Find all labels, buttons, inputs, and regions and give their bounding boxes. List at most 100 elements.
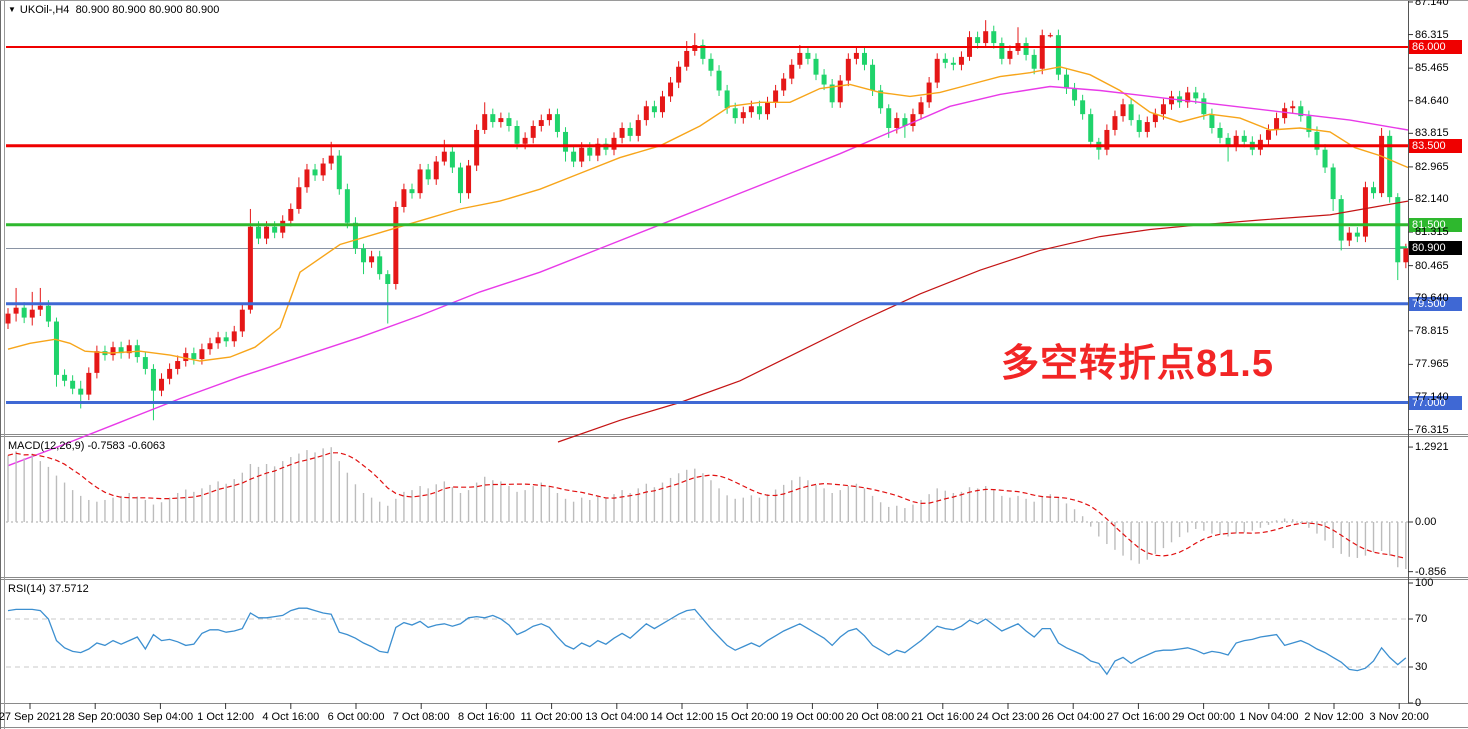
candle-body bbox=[304, 169, 310, 188]
price-tick-label: 85.465 bbox=[1415, 62, 1449, 75]
candle-body bbox=[1201, 98, 1207, 115]
date-label: 24 Oct 23:00 bbox=[976, 711, 1040, 723]
ohlc-values: 80.900 80.900 80.900 80.900 bbox=[75, 4, 220, 16]
candle-body bbox=[643, 106, 649, 121]
candle-body bbox=[668, 82, 674, 97]
candle-body bbox=[554, 114, 560, 132]
candle-body bbox=[1193, 92, 1199, 99]
candle-body bbox=[684, 50, 690, 67]
candle-body bbox=[45, 305, 51, 322]
candle-body bbox=[1088, 114, 1094, 142]
candle-body bbox=[611, 137, 617, 150]
candle-body bbox=[142, 357, 148, 369]
candle-body bbox=[1403, 248, 1409, 263]
rsi-tick-label: 100 bbox=[1415, 577, 1434, 589]
candle-body bbox=[918, 102, 924, 115]
candle-body bbox=[231, 331, 237, 342]
candle-body bbox=[708, 58, 714, 71]
candle-body bbox=[474, 129, 480, 166]
price-tick-label: 87.140 bbox=[1415, 0, 1449, 8]
candle-body bbox=[1160, 104, 1166, 115]
candle-body bbox=[1112, 116, 1118, 130]
candle-body bbox=[1039, 35, 1045, 69]
candle-body bbox=[280, 220, 286, 233]
candle-body bbox=[676, 66, 682, 83]
candle-body bbox=[126, 345, 132, 354]
symbol-dropdown-icon[interactable]: ▼ bbox=[8, 5, 16, 14]
date-label: 27 Sep 2021 bbox=[0, 711, 62, 723]
candle-body bbox=[563, 131, 569, 152]
price-tick-label: 77.140 bbox=[1415, 390, 1449, 403]
candle-body bbox=[1233, 135, 1239, 146]
date-label: 2 Nov 12:00 bbox=[1304, 711, 1364, 723]
candle-body bbox=[441, 151, 447, 162]
annotation-text[interactable]: 多空转折点81.5 bbox=[1001, 343, 1274, 385]
price-tick-label: 78.815 bbox=[1415, 324, 1449, 337]
candle-body bbox=[53, 321, 59, 375]
candle-body bbox=[361, 248, 367, 263]
rsi-tick-label: 0 bbox=[1415, 697, 1422, 709]
price-tick-label: 83.815 bbox=[1415, 127, 1449, 140]
ma-mid-magenta bbox=[7, 85, 1409, 467]
macd-panel-label: MACD(12,26,9) -0.7583 -0.6063 bbox=[8, 440, 165, 452]
candle-body bbox=[1120, 104, 1126, 117]
candle-body bbox=[1072, 88, 1078, 101]
candle-body bbox=[377, 256, 383, 275]
candle-body bbox=[21, 307, 27, 318]
candle-body bbox=[457, 167, 463, 194]
candle-body bbox=[425, 169, 431, 180]
candle-body bbox=[1023, 43, 1029, 55]
candle-body bbox=[991, 31, 997, 44]
candle-body bbox=[159, 378, 165, 391]
macd-signal-value: -0.6063 bbox=[127, 440, 166, 452]
date-label: 7 Oct 08:00 bbox=[392, 711, 450, 723]
candle-body bbox=[1314, 131, 1320, 150]
candle-body bbox=[490, 114, 496, 123]
candle-body bbox=[5, 313, 11, 324]
candle-body bbox=[821, 74, 827, 85]
candle-body bbox=[150, 368, 156, 391]
candle-body bbox=[1063, 74, 1069, 89]
macd-signal-line bbox=[7, 452, 1406, 559]
price-badge-support-79-5: 79.500 bbox=[1409, 296, 1462, 311]
candle-body bbox=[86, 372, 92, 395]
price-tick-label: 77.965 bbox=[1415, 358, 1449, 371]
candle-body bbox=[870, 64, 876, 91]
candle-body bbox=[659, 96, 665, 113]
ma-fast-orange bbox=[7, 66, 1409, 362]
candle-body bbox=[716, 70, 722, 91]
candle-body bbox=[264, 226, 270, 239]
date-label: 13 Oct 04:00 bbox=[585, 711, 649, 723]
candle-body bbox=[247, 226, 253, 310]
candle-body bbox=[272, 226, 278, 233]
candle-body bbox=[805, 52, 811, 59]
date-label: 4 Oct 16:00 bbox=[262, 711, 320, 723]
candle-body bbox=[522, 137, 528, 144]
candle-body bbox=[1346, 232, 1352, 241]
macd-label: MACD(12,26,9) bbox=[8, 440, 85, 452]
candle-body bbox=[829, 84, 835, 103]
candle-body bbox=[183, 353, 189, 362]
date-label: 1 Oct 12:00 bbox=[197, 711, 255, 723]
candle-body bbox=[1031, 54, 1037, 69]
rsi-tick-label: 30 bbox=[1415, 661, 1428, 673]
candle-body bbox=[352, 222, 358, 249]
macd-value: -0.7583 bbox=[87, 440, 125, 452]
candle-body bbox=[740, 112, 746, 119]
candle-body bbox=[1136, 120, 1142, 132]
date-label: 29 Oct 00:00 bbox=[1172, 711, 1236, 723]
candle-body bbox=[336, 155, 342, 190]
candle-body bbox=[1185, 92, 1191, 103]
price-tick-label: 76.315 bbox=[1415, 423, 1449, 436]
candle-body bbox=[191, 353, 197, 360]
candle-body bbox=[62, 374, 68, 381]
candle-body bbox=[958, 56, 964, 65]
candle-body bbox=[1152, 114, 1158, 123]
date-label: 21 Oct 16:00 bbox=[911, 711, 975, 723]
candle-body bbox=[651, 106, 657, 113]
candle-body bbox=[175, 361, 181, 369]
candle-body bbox=[950, 62, 956, 65]
candle-body bbox=[1128, 104, 1134, 121]
price-tick-label: 84.640 bbox=[1415, 94, 1449, 107]
